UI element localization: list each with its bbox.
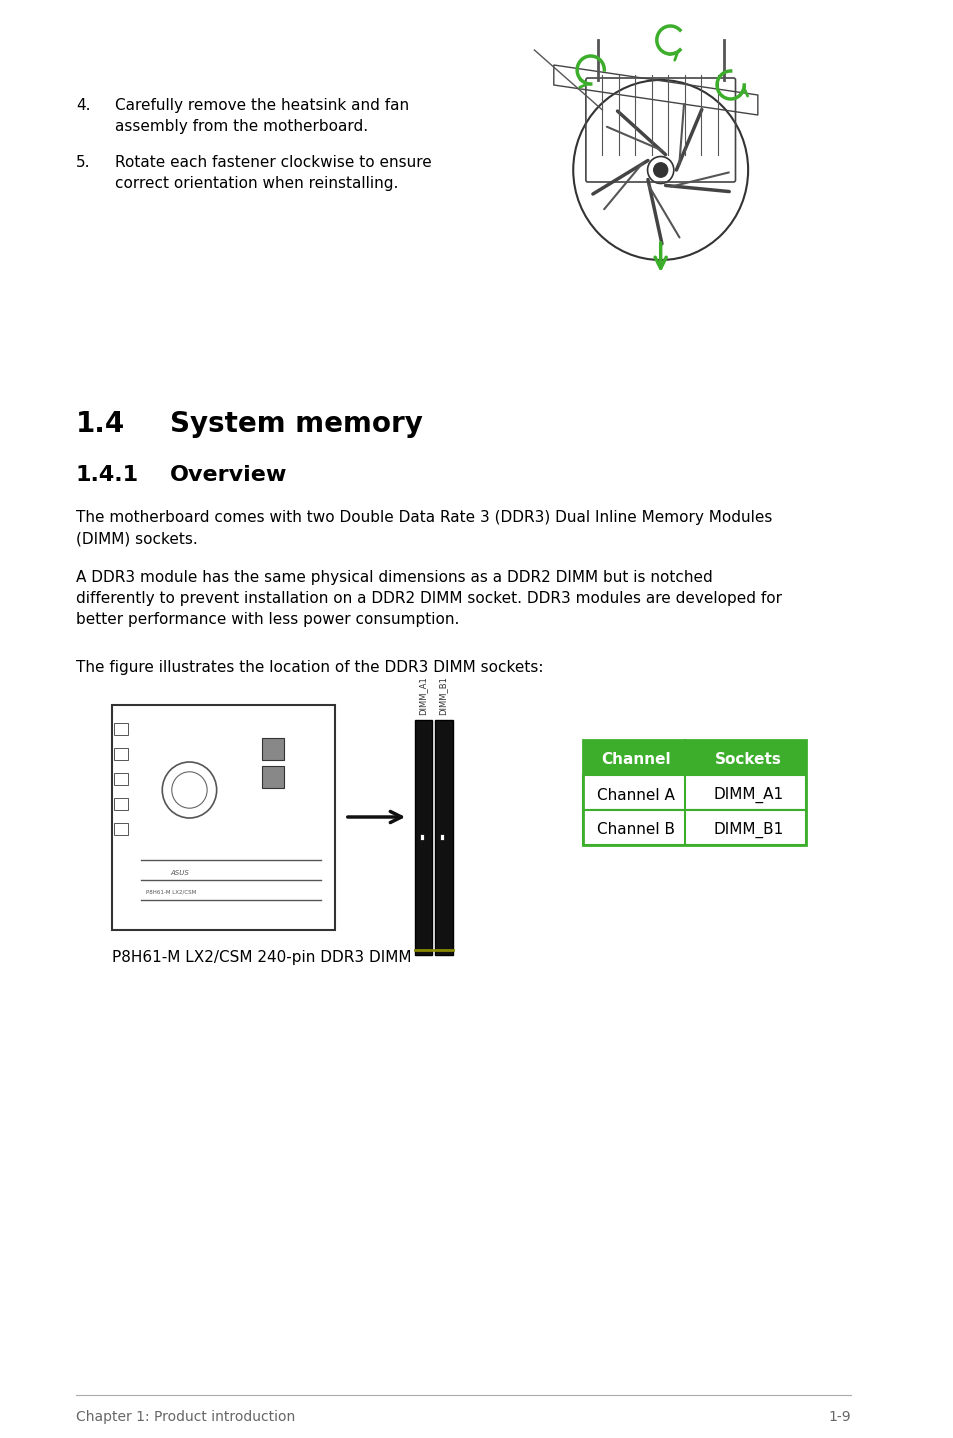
Text: Channel A: Channel A (597, 788, 675, 802)
Circle shape (653, 162, 667, 177)
Bar (415, 720, 432, 955)
Text: The motherboard comes with two Double Data Rate 3 (DDR3) Dual Inline Memory Modu: The motherboard comes with two Double Da… (75, 510, 771, 546)
Text: P8H61-M LX2/CSM: P8H61-M LX2/CSM (146, 890, 195, 894)
Text: ASUS: ASUS (170, 870, 189, 876)
Bar (113, 823, 128, 835)
Bar (262, 766, 283, 788)
Text: 5.: 5. (75, 155, 91, 170)
Bar (435, 720, 453, 955)
Bar (262, 738, 283, 761)
Bar (439, 834, 443, 840)
Text: DIMM_B1: DIMM_B1 (712, 823, 782, 838)
Text: System memory: System memory (170, 410, 422, 439)
Text: Sockets: Sockets (714, 752, 781, 768)
Bar (419, 834, 423, 840)
Text: A DDR3 module has the same physical dimensions as a DDR2 DIMM but is notched
dif: A DDR3 module has the same physical dime… (75, 569, 781, 627)
Text: The figure illustrates the location of the DDR3 DIMM sockets:: The figure illustrates the location of t… (75, 660, 542, 674)
Bar (113, 748, 128, 761)
Text: Channel B: Channel B (597, 823, 675, 837)
Text: 1-9: 1-9 (827, 1411, 850, 1424)
Text: DIMM_A1: DIMM_A1 (712, 787, 782, 802)
Text: Overview: Overview (170, 464, 287, 485)
Text: Rotate each fastener clockwise to ensure
correct orientation when reinstalling.: Rotate each fastener clockwise to ensure… (114, 155, 431, 191)
Text: Channel: Channel (601, 752, 671, 768)
Bar (113, 723, 128, 735)
Text: 1.4.1: 1.4.1 (75, 464, 139, 485)
Text: 4.: 4. (75, 98, 91, 114)
Text: DIMM_A1: DIMM_A1 (417, 676, 427, 715)
Bar (112, 705, 335, 930)
Bar (582, 775, 805, 810)
Bar (582, 810, 805, 846)
Text: DIMM_B1: DIMM_B1 (438, 676, 447, 715)
Text: 1.4: 1.4 (75, 410, 125, 439)
Bar (582, 741, 805, 846)
Text: Carefully remove the heatsink and fan
assembly from the motherboard.: Carefully remove the heatsink and fan as… (114, 98, 408, 134)
Bar (582, 741, 805, 775)
Text: P8H61-M LX2/CSM 240-pin DDR3 DIMM: P8H61-M LX2/CSM 240-pin DDR3 DIMM (112, 951, 411, 965)
Bar (113, 798, 128, 810)
Bar (113, 774, 128, 785)
Text: Chapter 1: Product introduction: Chapter 1: Product introduction (75, 1411, 294, 1424)
